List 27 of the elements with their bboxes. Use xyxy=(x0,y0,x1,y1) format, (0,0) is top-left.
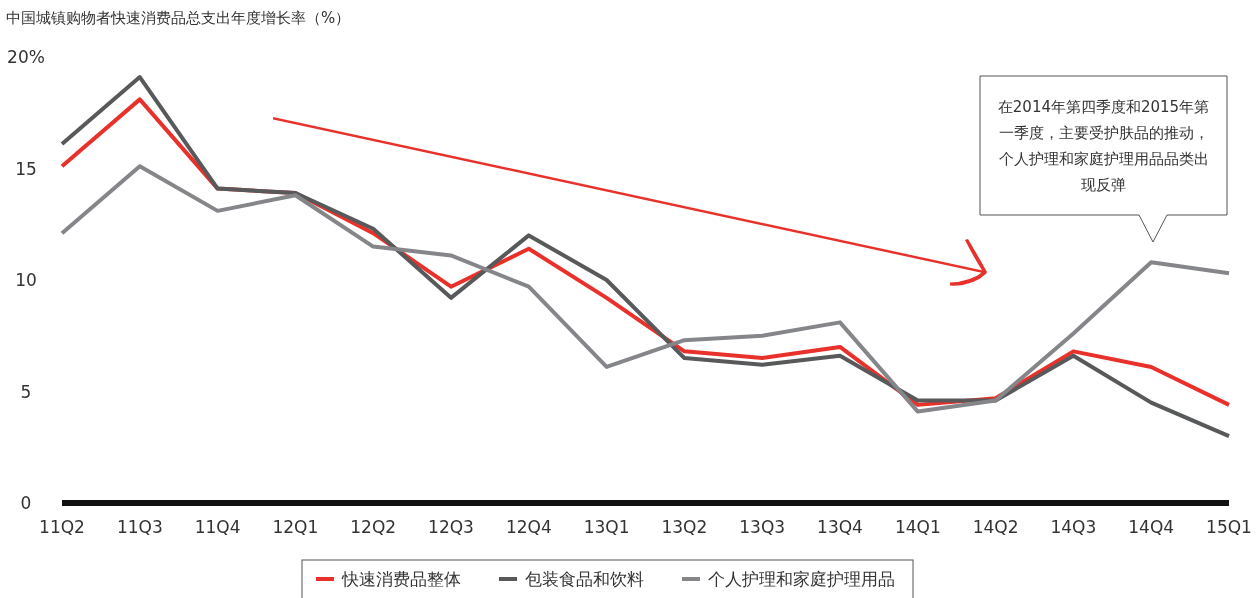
legend-label: 包装食品和饮料 xyxy=(525,569,644,589)
legend-label: 快速消费品整体 xyxy=(341,569,461,589)
y-tick-label: 0 xyxy=(20,493,32,513)
chart-title: 中国城镇购物者快速消费品总支出年度增长率（%） xyxy=(6,9,351,27)
x-tick-label: 13Q3 xyxy=(739,517,786,537)
x-tick-label: 11Q2 xyxy=(39,517,85,537)
annotation: 在2014年第四季度和2015年第一季度，主要受护肤品的推动，个人护理和家庭护理用品品类出现反弹 xyxy=(997,97,1210,194)
y-tick-label: 10 xyxy=(15,270,37,290)
x-tick-label: 11Q4 xyxy=(194,517,241,537)
x-tick-label: 15Q1 xyxy=(1206,517,1252,537)
y-tick-label: 5 xyxy=(20,381,32,402)
x-tick-label: 14Q4 xyxy=(1128,517,1175,537)
x-tick-label: 14Q3 xyxy=(1050,517,1097,537)
x-tick-label: 12Q4 xyxy=(505,517,552,537)
x-tick-label: 13Q2 xyxy=(661,517,708,537)
legend-label: 个人护理和家庭护理用品 xyxy=(708,569,895,589)
y-tick-label: 15 xyxy=(15,158,37,179)
line-series xyxy=(60,164,1231,414)
x-tick-label: 13Q1 xyxy=(583,517,630,537)
x-tick-label: 12Q2 xyxy=(350,517,397,537)
x-tick-label: 13Q4 xyxy=(817,517,863,537)
y-tick-label: 20% xyxy=(7,47,45,67)
x-tick-label: 14Q1 xyxy=(894,517,941,537)
x-tick-label: 11Q3 xyxy=(116,517,163,537)
x-tick-label: 12Q3 xyxy=(428,517,474,537)
x-tick-label: 12Q1 xyxy=(272,517,319,537)
x-tick-label: 14Q2 xyxy=(972,517,1019,537)
